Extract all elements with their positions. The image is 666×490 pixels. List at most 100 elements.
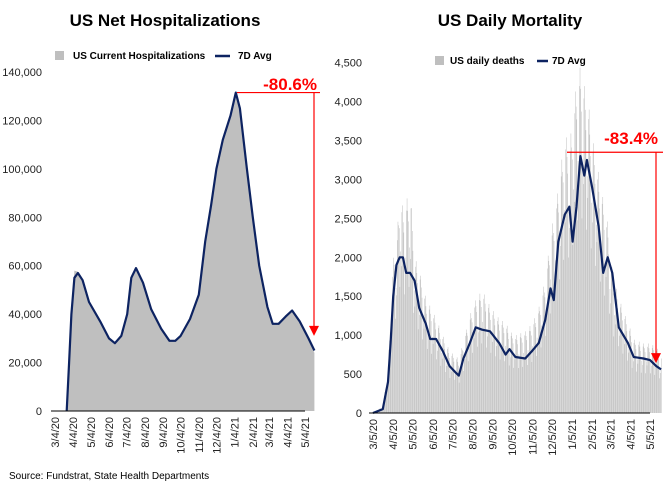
bar-daily-deaths <box>451 355 453 413</box>
bar-daily-deaths <box>423 319 424 413</box>
bar-daily-deaths <box>444 348 446 413</box>
bar-daily-deaths <box>518 354 520 413</box>
bar-daily-deaths <box>615 292 617 413</box>
bar-daily-deaths <box>649 352 650 413</box>
bar-daily-deaths <box>512 338 513 413</box>
bar-daily-deaths <box>448 353 449 413</box>
bar-daily-deaths <box>400 251 401 413</box>
bar-daily-deaths <box>638 341 640 413</box>
bar-daily-deaths <box>654 374 656 413</box>
bar-daily-deaths <box>588 109 590 413</box>
arrow-down-icon <box>309 325 319 336</box>
bar-daily-deaths <box>490 352 492 413</box>
bar-daily-deaths <box>525 331 526 413</box>
bar-daily-deaths <box>469 319 471 413</box>
bar-daily-deaths <box>661 358 662 413</box>
bar-daily-deaths <box>490 319 491 413</box>
x-tick-label: 6/5/20 <box>428 419 440 450</box>
x-tick-label: 11/4/20 <box>194 417 206 453</box>
bar-daily-deaths <box>440 365 442 413</box>
bar-daily-deaths <box>596 242 598 413</box>
bar-daily-deaths <box>581 111 582 413</box>
plot-hospitalizations: 0 20,000 40,000 60,000 80,000 100,000 120,000 1… <box>2 67 320 454</box>
bar-daily-deaths <box>529 326 531 413</box>
bar-daily-deaths <box>505 345 506 413</box>
bar-daily-deaths <box>561 159 563 413</box>
bar-daily-deaths <box>475 306 477 413</box>
bar-daily-deaths <box>584 86 585 413</box>
bar-daily-deaths <box>452 353 453 413</box>
bar-daily-deaths <box>433 318 434 413</box>
bar-daily-deaths <box>473 338 475 413</box>
source-note: Source: Fundstrat, State Health Departme… <box>9 471 209 482</box>
bar-daily-deaths <box>521 342 523 413</box>
bar-daily-deaths <box>509 352 511 413</box>
bar-daily-deaths <box>639 346 641 413</box>
bar-daily-deaths <box>551 235 553 413</box>
bar-daily-deaths <box>439 339 441 413</box>
bar-daily-deaths <box>557 193 558 413</box>
bar-daily-deaths <box>531 335 532 413</box>
x-tick-label: 7/5/20 <box>447 419 459 450</box>
bar-daily-deaths <box>389 340 390 413</box>
bar-daily-deaths <box>613 336 615 413</box>
bar-daily-deaths <box>544 297 546 413</box>
bar-daily-deaths <box>542 295 544 413</box>
bar-daily-deaths <box>628 352 630 413</box>
bar-daily-deaths <box>404 257 406 413</box>
bar-daily-deaths <box>604 295 605 413</box>
bar-daily-deaths <box>381 409 382 413</box>
bar-daily-deaths <box>387 383 388 413</box>
bar-daily-deaths <box>651 348 653 413</box>
bar-daily-deaths <box>577 161 579 413</box>
bar-daily-deaths <box>656 350 657 413</box>
bar-daily-deaths <box>480 300 481 413</box>
bar-daily-deaths <box>486 329 488 413</box>
bar-daily-deaths <box>585 130 587 413</box>
bar-daily-deaths <box>608 254 609 413</box>
bar-daily-deaths <box>522 366 524 413</box>
bar-daily-deaths <box>622 353 624 413</box>
bar-daily-deaths <box>441 352 442 413</box>
bar-daily-deaths <box>385 388 386 413</box>
bar-daily-deaths <box>477 326 479 413</box>
bar-daily-deaths <box>458 365 459 413</box>
bar-daily-deaths <box>546 312 548 413</box>
bar-daily-deaths <box>436 359 437 413</box>
bar-daily-deaths <box>451 371 452 413</box>
bar-daily-deaths <box>417 283 418 413</box>
bar-daily-deaths <box>395 287 397 413</box>
bar-daily-deaths <box>435 329 436 413</box>
bar-daily-deaths <box>397 221 399 413</box>
bar-daily-deaths <box>449 378 451 413</box>
x-tick-label: 4/5/21 <box>626 419 638 450</box>
bar-daily-deaths <box>646 361 647 413</box>
legend-swatch-area <box>55 51 64 60</box>
legend-hospitalizations: US Current Hospitalizations 7D Avg <box>55 51 272 62</box>
bar-daily-deaths <box>476 312 477 413</box>
bar-daily-deaths <box>467 335 468 413</box>
bar-daily-deaths <box>454 379 455 413</box>
bar-daily-deaths <box>410 258 411 413</box>
bar-daily-deaths <box>487 336 488 413</box>
bar-daily-deaths <box>647 346 648 413</box>
bar-daily-deaths <box>499 330 500 413</box>
bar-daily-deaths <box>542 330 543 413</box>
bar-daily-deaths <box>612 293 614 413</box>
bar-daily-deaths <box>579 86 580 413</box>
bar-daily-deaths <box>520 333 522 413</box>
bar-daily-deaths <box>498 324 499 413</box>
bar-daily-deaths <box>445 372 446 413</box>
bar-daily-deaths <box>650 361 652 413</box>
bar-daily-deaths <box>467 361 469 413</box>
bar-daily-deaths <box>471 318 472 413</box>
bar-daily-deaths <box>538 306 540 413</box>
x-tick-label: 8/4/20 <box>140 417 152 448</box>
bar-daily-deaths <box>443 343 445 413</box>
bar-daily-deaths <box>552 223 553 413</box>
bar-daily-deaths <box>586 176 588 413</box>
bar-daily-deaths <box>452 357 454 413</box>
bar-daily-deaths <box>646 365 648 413</box>
bar-daily-deaths <box>580 88 581 414</box>
bar-daily-deaths <box>389 332 391 413</box>
